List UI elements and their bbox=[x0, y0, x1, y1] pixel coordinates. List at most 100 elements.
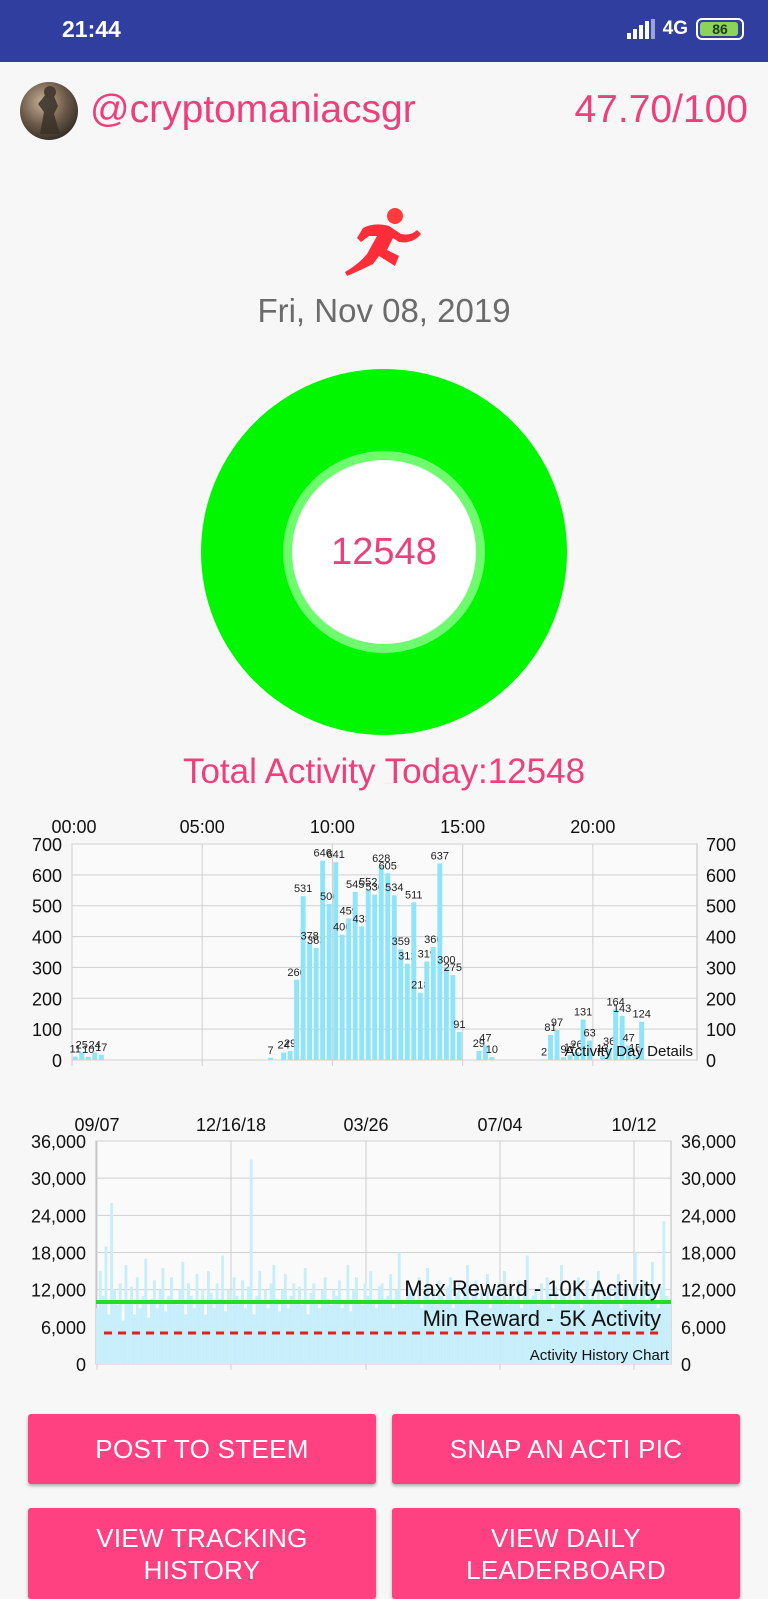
y-tick-label-left: 200 bbox=[32, 989, 62, 1009]
bar bbox=[289, 1295, 293, 1364]
bar bbox=[365, 889, 371, 1060]
bar bbox=[582, 1295, 586, 1364]
y-tick-label-right: 36,000 bbox=[681, 1132, 736, 1152]
bar bbox=[434, 1305, 438, 1364]
bar bbox=[201, 1289, 205, 1364]
bar bbox=[385, 873, 391, 1060]
avatar[interactable] bbox=[20, 82, 78, 140]
bar-value-label: 47 bbox=[479, 1032, 491, 1044]
bar bbox=[218, 1298, 222, 1364]
bar bbox=[124, 1264, 128, 1364]
bar bbox=[326, 903, 332, 1060]
bar bbox=[346, 1264, 350, 1364]
bar bbox=[144, 1258, 148, 1364]
bar bbox=[249, 1159, 253, 1364]
bar-value-label: 359 bbox=[392, 936, 410, 948]
y-tick-label-left: 24,000 bbox=[31, 1206, 86, 1226]
bar bbox=[639, 1021, 645, 1060]
bar-value-label: 124 bbox=[632, 1009, 650, 1021]
bar bbox=[525, 1255, 529, 1364]
bar bbox=[474, 1280, 478, 1364]
bar bbox=[178, 1289, 182, 1364]
bar bbox=[164, 1311, 168, 1364]
bar bbox=[537, 1305, 541, 1364]
bar bbox=[456, 1031, 462, 1060]
bar bbox=[511, 1295, 515, 1364]
bar bbox=[207, 1271, 210, 1364]
bar bbox=[457, 1283, 461, 1364]
bar bbox=[187, 1283, 190, 1364]
bar bbox=[332, 1289, 336, 1364]
bar bbox=[392, 1308, 395, 1364]
bar bbox=[346, 918, 352, 1060]
bar bbox=[662, 1221, 666, 1364]
view-tracking-history-button[interactable]: VIEW TRACKING HISTORY bbox=[28, 1508, 376, 1599]
bar bbox=[141, 1295, 145, 1364]
bar bbox=[212, 1308, 216, 1364]
bar bbox=[386, 1295, 390, 1364]
bar bbox=[411, 902, 417, 1060]
status-icons: 4G 86 bbox=[626, 18, 744, 40]
avatar-image bbox=[38, 86, 60, 134]
activity-history-chart: 36,000 36,000 30,000 30,000 24,000 24,000 18,0… bbox=[31, 1115, 736, 1375]
bar bbox=[339, 934, 345, 1060]
bar bbox=[92, 1052, 98, 1060]
bar bbox=[158, 1289, 162, 1364]
bar bbox=[320, 1289, 324, 1364]
bar bbox=[85, 1056, 91, 1060]
bar bbox=[659, 1286, 663, 1364]
status-bar: 21:44 4G 86 bbox=[0, 0, 768, 62]
current-date: Fri, Nov 08, 2019 bbox=[257, 292, 511, 329]
username[interactable]: @cryptomaniacsgr bbox=[90, 88, 416, 131]
bar bbox=[431, 1289, 435, 1364]
bar bbox=[409, 1292, 412, 1364]
bar bbox=[508, 1286, 512, 1364]
x-tick-label: 07/04 bbox=[477, 1115, 522, 1135]
bar bbox=[591, 1289, 595, 1364]
snap-acti-pic-button[interactable]: SNAP AN ACTI PIC bbox=[392, 1414, 740, 1484]
bar bbox=[278, 1311, 282, 1364]
y-tick-label-left: 700 bbox=[32, 835, 62, 855]
post-to-steem-button[interactable]: POST TO STEEM bbox=[28, 1414, 376, 1484]
bar bbox=[303, 1267, 307, 1364]
bar bbox=[503, 1271, 506, 1364]
bar bbox=[605, 1295, 609, 1364]
bar-value-label: 81 bbox=[544, 1022, 556, 1034]
bar bbox=[587, 1040, 593, 1060]
user-score: 47.70/100 bbox=[574, 88, 748, 131]
x-tick-label: 00:00 bbox=[51, 817, 96, 837]
bar-value-label: 9 bbox=[560, 1044, 566, 1056]
bar bbox=[437, 863, 443, 1060]
y-tick-label-right: 24,000 bbox=[681, 1206, 736, 1226]
y-tick-label-left: 500 bbox=[32, 897, 62, 917]
bar-value-label: 131 bbox=[574, 1007, 592, 1019]
bar-value-label: 300 bbox=[437, 954, 455, 966]
bar bbox=[107, 1314, 111, 1364]
bar bbox=[645, 1298, 649, 1364]
bar bbox=[554, 1030, 560, 1060]
bar bbox=[633, 1252, 637, 1364]
signal-icon bbox=[626, 19, 655, 39]
bar-value-label: 24 bbox=[89, 1040, 101, 1052]
bar bbox=[283, 1274, 287, 1364]
bar bbox=[287, 1051, 293, 1060]
bar bbox=[639, 1295, 643, 1364]
bar bbox=[454, 1292, 458, 1364]
bar bbox=[443, 967, 449, 1060]
network-type: 4G bbox=[662, 18, 688, 39]
bar bbox=[337, 1280, 341, 1364]
bar bbox=[534, 1289, 538, 1364]
bar bbox=[596, 1271, 600, 1364]
bar bbox=[448, 1277, 452, 1364]
bar-value-label: 534 bbox=[385, 882, 403, 894]
bar bbox=[98, 1054, 104, 1060]
bar bbox=[541, 1059, 547, 1060]
y-tick-label-left: 400 bbox=[32, 928, 62, 948]
bar bbox=[580, 1019, 586, 1060]
view-daily-leaderboard-button[interactable]: VIEW DAILY LEADERBOARD bbox=[392, 1508, 740, 1599]
bar bbox=[665, 1295, 669, 1364]
bar bbox=[616, 1274, 620, 1364]
bar bbox=[548, 1035, 553, 1060]
y-tick-label-right: 0 bbox=[681, 1355, 691, 1375]
